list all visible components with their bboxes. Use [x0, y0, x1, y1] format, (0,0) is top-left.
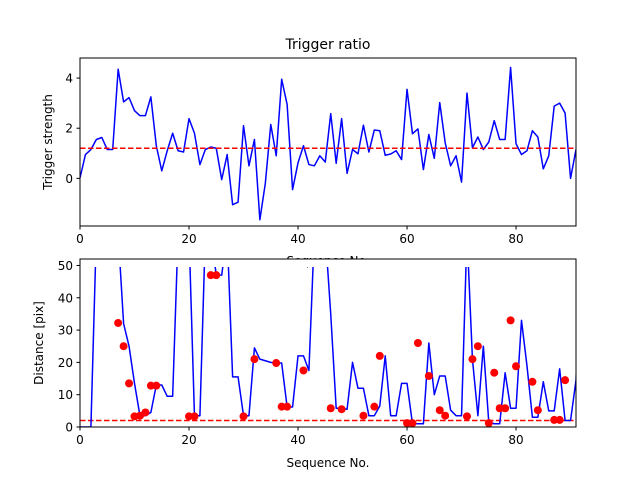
plot-background	[80, 259, 576, 427]
y-tick-label: 30	[58, 324, 73, 338]
data-point	[462, 412, 471, 421]
data-point	[239, 412, 248, 421]
distance-panel: Distance [pix] 0 20 40 60 80 0 10 20 30 40 50	[32, 259, 576, 447]
data-point	[435, 406, 444, 415]
data-point	[250, 355, 259, 364]
data-point	[490, 368, 499, 377]
x-tick-label: 40	[290, 433, 305, 447]
data-point	[125, 379, 134, 388]
data-point	[152, 381, 161, 390]
x-tick-label: 80	[508, 232, 523, 246]
data-point	[299, 366, 308, 375]
y-tick-label: 10	[58, 388, 73, 402]
tick-labels: 0 20 40 60 80 0 10 20 30 40 50	[58, 259, 524, 447]
axes-frame	[79, 258, 577, 428]
x-tick-label: 20	[181, 232, 196, 246]
trigger-ratio-panel: Trigger ratio Trigger strength 0 20 40 60 80…	[41, 37, 577, 246]
data-point	[141, 408, 150, 417]
panel-gap-cover	[80, 259, 576, 267]
tick-labels: 0 20 40 60 80 0 2 4	[65, 72, 523, 246]
y-tick-label: 2	[65, 122, 73, 136]
data-point	[326, 404, 335, 413]
data-point	[190, 412, 199, 421]
data-point	[114, 318, 123, 327]
plot-area	[76, 57, 577, 230]
data-point	[506, 316, 515, 325]
y-tick-label: 4	[65, 72, 73, 86]
y-tick-label: 50	[58, 259, 73, 273]
series-line	[80, 66, 576, 221]
data-point	[484, 419, 493, 427]
data-point	[359, 411, 368, 420]
data-point	[468, 355, 477, 364]
y-axis-label: Trigger strength	[41, 94, 55, 191]
y-tick-label: 0	[65, 172, 73, 186]
data-point	[337, 405, 346, 414]
axes-frame	[79, 57, 577, 227]
data-point	[370, 402, 379, 411]
data-point	[283, 402, 292, 411]
x-tick-label: 60	[399, 232, 414, 246]
data-point	[424, 371, 433, 380]
data-point	[501, 404, 510, 413]
data-point	[375, 351, 384, 360]
x-axis-label: Sequence No.	[287, 456, 370, 470]
data-point	[212, 271, 221, 280]
data-point	[441, 411, 450, 420]
data-point	[512, 362, 521, 371]
data-point	[533, 406, 542, 415]
y-axis-label: Distance [pix]	[32, 301, 46, 385]
y-tick-label: 0	[65, 421, 73, 435]
data-point	[408, 419, 417, 427]
x-tick-label: 80	[508, 433, 523, 447]
y-tick-label: 40	[58, 291, 73, 305]
x-tick-label: 0	[76, 433, 84, 447]
series-line	[80, 259, 576, 427]
x-tick-label: 60	[399, 433, 414, 447]
data-point	[528, 377, 537, 386]
y-tick-label: 20	[58, 356, 73, 370]
x-tick-label: 20	[181, 433, 196, 447]
plot-frame	[76, 258, 577, 431]
chart-title: Trigger ratio	[284, 37, 370, 53]
data-point	[473, 342, 482, 351]
data-point	[561, 376, 570, 385]
data-point	[555, 415, 564, 424]
data-point	[272, 359, 281, 368]
data-point	[119, 342, 128, 351]
data-point	[413, 339, 422, 347]
x-tick-label: 40	[290, 232, 305, 246]
x-tick-label: 0	[76, 232, 84, 246]
